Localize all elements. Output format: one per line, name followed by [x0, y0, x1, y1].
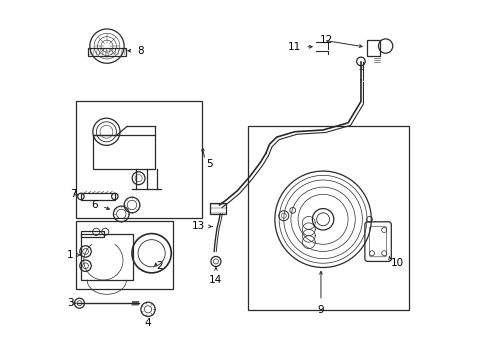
Text: 7: 7 — [70, 189, 77, 199]
Text: 9: 9 — [317, 305, 324, 315]
Bar — [76, 102, 201, 217]
Bar — [366, 40, 380, 56]
Bar — [81, 231, 104, 237]
Bar — [76, 221, 173, 289]
Bar — [209, 203, 225, 214]
Text: 3: 3 — [67, 298, 74, 308]
Text: 13: 13 — [192, 221, 205, 231]
Bar — [247, 126, 408, 310]
Text: 10: 10 — [390, 258, 403, 268]
Text: 1: 1 — [67, 250, 74, 260]
Text: 11: 11 — [287, 42, 300, 52]
Bar — [81, 234, 132, 280]
Bar — [88, 48, 125, 55]
Text: 4: 4 — [144, 318, 151, 328]
Text: 6: 6 — [91, 200, 98, 210]
Bar — [81, 193, 115, 200]
Text: 12: 12 — [319, 35, 332, 45]
Text: 8: 8 — [137, 46, 143, 56]
Text: 2: 2 — [156, 261, 162, 271]
Text: 14: 14 — [209, 275, 222, 285]
Bar — [93, 135, 155, 169]
Text: 5: 5 — [205, 159, 212, 169]
